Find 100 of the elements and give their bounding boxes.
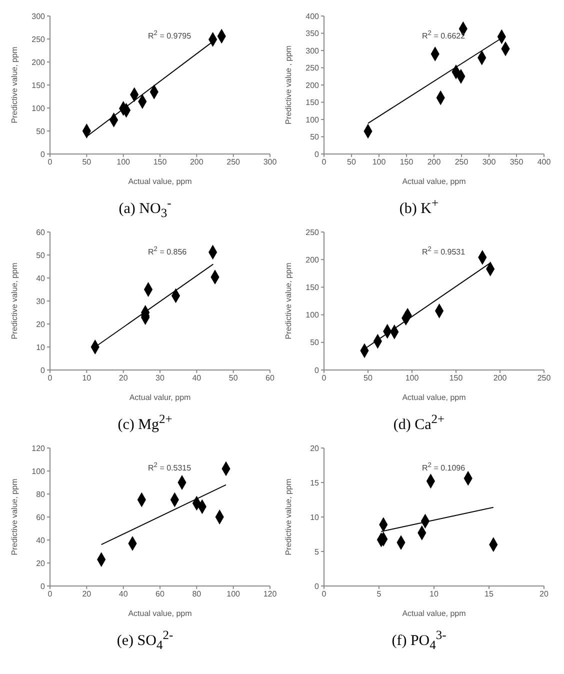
y-tick-label: 10 [310,512,320,522]
y-tick-label: 100 [306,310,320,320]
annotation: R$^{2}$ = 0.9531 [422,246,466,257]
x-tick-label: 50 [228,374,238,383]
y-tick-label: 20 [36,558,46,568]
y-tick-label: 300 [32,12,46,21]
y-tick-label: 30 [36,296,46,306]
x-tick-label: 100 [405,374,420,383]
x-tick-label: 150 [400,158,414,167]
y-tick-label: 200 [306,255,320,264]
x-axis-title: Actual value, ppm [402,177,466,186]
y-tick-label: 0 [314,366,320,375]
y-axis-title: Predictive value, ppm [284,478,293,556]
x-tick-label: 100 [372,158,386,167]
y-tick-label: 0 [40,582,46,591]
y-tick-label: 0 [314,150,320,159]
x-axis-title: Actual value, ppm [402,609,466,618]
x-tick-label: 60 [156,590,165,599]
y-axis-title: Predictive value, ppm [10,262,19,340]
x-tick-label: 10 [82,374,92,383]
x-tick-label: 250 [226,158,241,167]
x-tick-label: 400 [537,158,552,167]
y-tick-label: 350 [306,29,320,38]
y-tick-label: 0 [40,366,46,375]
x-tick-label: 120 [263,590,278,599]
y-tick-label: 200 [32,58,46,67]
x-tick-label: 30 [156,374,165,383]
x-tick-label: 15 [484,590,494,599]
x-axis-title: Actual valur, ppm [129,393,192,402]
y-tick-label: 100 [32,104,46,113]
annotation: R$^{2}$ = 0.856 [148,246,187,257]
x-tick-label: 10 [430,590,439,599]
y-tick-label: 0 [40,150,46,159]
y-tick-label: 60 [36,512,46,522]
x-tick-label: 200 [493,374,508,383]
x-tick-label: 0 [48,590,53,599]
x-axis-title: Actual value, ppm [128,177,192,186]
y-tick-label: 100 [32,466,46,476]
y-tick-label: 80 [36,490,46,499]
y-axis-title: Predictive value, ppm [10,478,19,556]
x-tick-label: 0 [322,590,327,599]
y-tick-label: 50 [310,338,320,348]
annotation: R$^{2}$ = 0.6622 [422,30,466,41]
text: (d) Ca$^{2+}$ [392,412,446,434]
y-tick-label: 0 [314,582,320,591]
y-tick-label: 40 [36,536,46,545]
x-tick-label: 200 [190,158,204,167]
y-tick-label: 20 [36,320,46,329]
y-axis-title: Predictive value , ppm [284,45,293,124]
x-tick-label: 40 [192,374,202,383]
annotation: R$^{2}$ = 0.5315 [148,462,192,473]
x-tick-label: 20 [118,374,128,383]
y-tick-label: 150 [306,283,320,292]
x-tick-label: 0 [48,158,53,167]
x-tick-label: 0 [48,374,53,383]
x-tick-label: 5 [376,590,382,599]
y-tick-label: 50 [310,132,320,142]
y-tick-label: 15 [310,478,320,488]
x-axis-title: Actual value, ppm [128,609,192,618]
text: (c) Mg$^{2+}$ [116,412,174,434]
x-tick-label: 20 [82,590,92,599]
x-tick-label: 50 [347,158,356,167]
x-tick-label: 100 [226,590,241,599]
x-tick-label: 250 [454,158,469,167]
x-tick-label: 150 [449,374,464,383]
x-axis-title: Actual value, ppm [402,393,466,402]
x-tick-label: 100 [116,158,131,167]
x-tick-label: 40 [118,590,128,599]
y-tick-label: 300 [306,46,320,56]
y-tick-label: 250 [32,34,46,44]
text: (b) K$^{+}$ [398,196,440,218]
y-axis-title: Predictive value, ppm [284,262,293,340]
annotation: R$^{2}$ = 0.1096 [422,462,466,473]
y-tick-label: 50 [36,126,46,136]
y-tick-label: 400 [306,12,320,21]
x-tick-label: 0 [322,158,327,167]
y-tick-label: 5 [314,547,320,556]
x-tick-label: 150 [153,158,168,167]
x-tick-label: 50 [364,374,373,383]
y-tick-label: 150 [306,98,320,108]
x-tick-label: 300 [482,158,496,167]
x-tick-label: 50 [82,158,92,167]
y-tick-label: 20 [310,444,320,453]
y-axis-title: Predictive value, ppm [10,46,19,124]
x-tick-label: 250 [537,374,552,383]
y-tick-label: 200 [306,80,320,90]
y-tick-label: 250 [306,228,320,237]
y-tick-label: 120 [32,444,46,453]
y-tick-label: 250 [306,64,320,73]
x-tick-label: 0 [322,374,327,383]
y-tick-label: 50 [36,250,46,260]
annotation: R$^{2}$ = 0.9795 [148,30,192,41]
y-tick-label: 10 [36,342,46,352]
y-tick-label: 150 [32,80,46,90]
x-tick-label: 200 [427,158,442,167]
y-tick-label: 60 [36,228,46,237]
x-tick-label: 20 [540,590,549,599]
x-tick-label: 350 [510,158,524,167]
x-tick-label: 60 [266,374,275,383]
y-tick-label: 100 [306,115,320,124]
